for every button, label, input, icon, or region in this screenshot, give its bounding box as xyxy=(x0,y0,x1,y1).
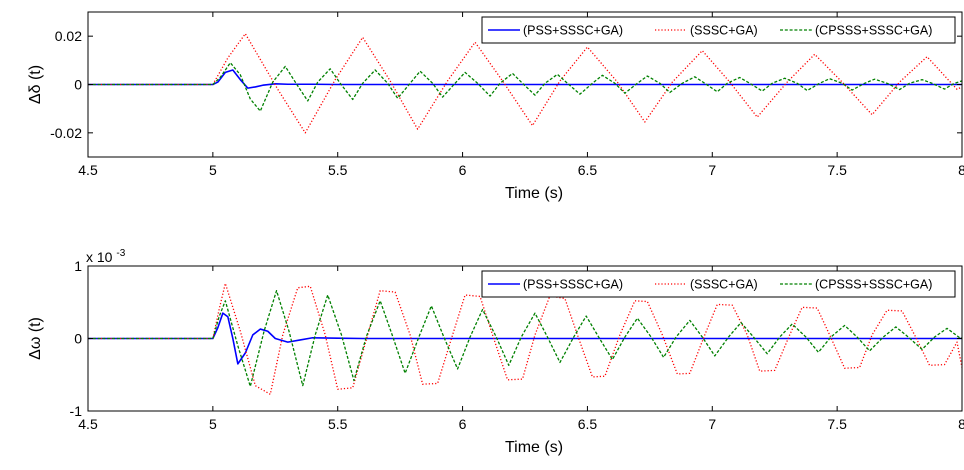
x-tick-label: 7.5 xyxy=(827,162,847,178)
x-tick-label: 6 xyxy=(459,416,467,432)
series-line-3 xyxy=(88,290,962,387)
legend-label: (SSSC+GA) xyxy=(690,278,758,292)
y-tick-label: -1 xyxy=(70,403,83,419)
y-tick-label: 0 xyxy=(74,331,82,347)
x-tick-label: 6 xyxy=(459,162,467,178)
legend-label: (PSS+SSSC+GA) xyxy=(523,278,623,292)
x-tick-label: 7 xyxy=(708,162,716,178)
x-tick-label: 5.5 xyxy=(328,416,348,432)
y-exponent-label: x 10 -3 xyxy=(86,248,126,265)
x-tick-label: 5 xyxy=(209,162,217,178)
x-tick-label: 7 xyxy=(708,416,716,432)
y-axis-label: Δω (t) xyxy=(27,317,44,360)
x-axis-label: Time (s) xyxy=(505,185,563,202)
legend: (PSS+SSSC+GA) (SSSC+GA) (CPSSS+SSSC+GA) xyxy=(481,270,956,298)
series-line-2 xyxy=(88,282,962,395)
legend-box xyxy=(481,270,956,298)
x-tick-label: 6.5 xyxy=(578,162,598,178)
legend-label: (SSSC+GA) xyxy=(690,24,758,38)
y-tick-label: -0.02 xyxy=(50,125,82,141)
legend-label: (CPSSS+SSSC+GA) xyxy=(815,24,932,38)
series-line-3 xyxy=(88,62,962,112)
legend-label: (CPSSS+SSSC+GA) xyxy=(815,278,932,292)
legend-box xyxy=(481,16,956,44)
x-tick-label: 5.5 xyxy=(328,162,348,178)
series-line-1 xyxy=(88,312,962,365)
series-line-1 xyxy=(88,69,962,89)
x-tick-label: 8 xyxy=(958,162,964,178)
legend: (PSS+SSSC+GA) (SSSC+GA) (CPSSS+SSSC+GA) xyxy=(481,16,956,44)
x-tick-label: 6.5 xyxy=(578,416,598,432)
y-tick-label: 1 xyxy=(74,258,82,274)
x-tick-label: 8 xyxy=(958,416,964,432)
x-tick-label: 7.5 xyxy=(827,416,847,432)
chart-panel-1: 4.5 5 5.5 6 6.5 7 7.5 8 -0.02 0 0.02 Time (s) Δδ (t)… xyxy=(27,11,964,202)
x-tick-label: 4.5 xyxy=(78,416,98,432)
y-axis-label: Δδ (t) xyxy=(27,65,44,104)
x-axis-label: Time (s) xyxy=(505,439,563,456)
y-tick-label: 0.02 xyxy=(55,28,82,44)
chart-panel-2: 4.5 5 5.5 6 6.5 7 7.5 8 -1 0 1x 10 -3 Time (s) Δω (t… xyxy=(27,248,964,456)
x-tick-label: 4.5 xyxy=(78,162,98,178)
series-line-2 xyxy=(88,33,962,134)
y-tick-label: 0 xyxy=(74,77,82,93)
legend-label: (PSS+SSSC+GA) xyxy=(523,24,623,38)
x-tick-label: 5 xyxy=(209,416,217,432)
